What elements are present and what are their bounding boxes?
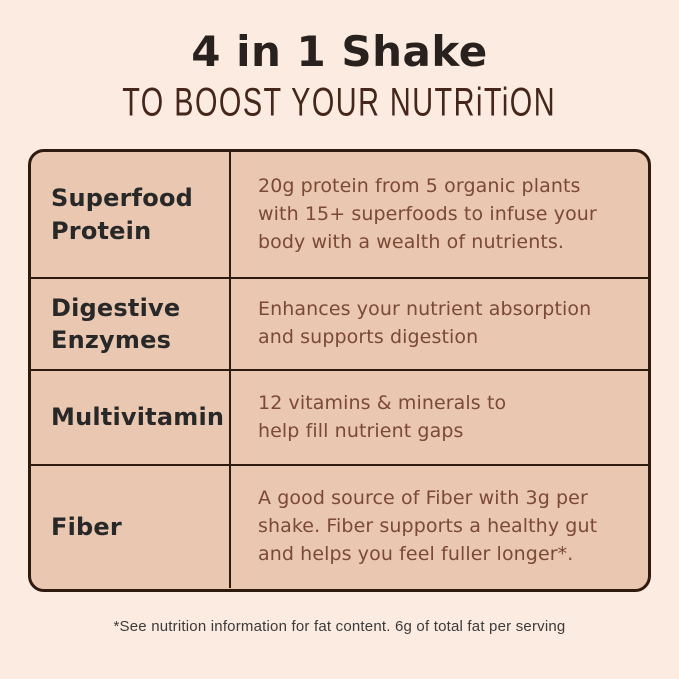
row-desc-digestive-enzymes: Enhances your nutrient absorption and su… bbox=[231, 279, 648, 369]
row-label-digestive-enzymes: Digestive Enzymes bbox=[31, 279, 231, 370]
desc-line: Enhances your nutrient absorption bbox=[258, 298, 592, 321]
desc-line: and supports digestion bbox=[258, 326, 479, 349]
row-label-fiber: Fiber bbox=[31, 466, 231, 589]
desc-line: body with a wealth of nutrients. bbox=[258, 230, 565, 253]
features-table: Superfood Protein 20g protein from 5 org… bbox=[28, 149, 651, 593]
page-subtitle-wrap: TO BOOST YOUR NUTRiTiON bbox=[0, 81, 679, 125]
table-row: Digestive Enzymes Enhances your nutrient… bbox=[31, 277, 648, 370]
row-desc-multivitamin: 12 vitamins & minerals to help fill nutr… bbox=[231, 371, 648, 464]
row-desc-superfood-protein: 20g protein from 5 organic plants with 1… bbox=[231, 152, 648, 277]
desc-line: A good source of Fiber with 3g per bbox=[258, 487, 588, 510]
footnote: *See nutrition information for fat conte… bbox=[113, 618, 566, 636]
row-desc-fiber: A good source of Fiber with 3g per shake… bbox=[231, 466, 648, 588]
page-title: 4 in 1 Shake bbox=[191, 27, 488, 76]
table-row: Multivitamin 12 vitamins & minerals to h… bbox=[31, 369, 648, 465]
desc-line: shake. Fiber supports a healthy gut bbox=[258, 515, 598, 538]
desc-line: and helps you feel fuller longer*. bbox=[258, 543, 574, 566]
page-subtitle: TO BOOST YOUR NUTRiTiON bbox=[122, 81, 557, 125]
desc-line: with 15+ superfoods to infuse your bbox=[258, 202, 597, 225]
desc-line: 20g protein from 5 organic plants bbox=[258, 174, 581, 197]
desc-line: 12 vitamins & minerals to bbox=[258, 391, 507, 414]
table-row: Fiber A good source of Fiber with 3g per… bbox=[31, 464, 648, 589]
table-row: Superfood Protein 20g protein from 5 org… bbox=[31, 152, 648, 278]
desc-line: help fill nutrient gaps bbox=[258, 419, 464, 442]
row-label-superfood-protein: Superfood Protein bbox=[31, 152, 231, 278]
row-label-multivitamin: Multivitamin bbox=[31, 371, 231, 465]
